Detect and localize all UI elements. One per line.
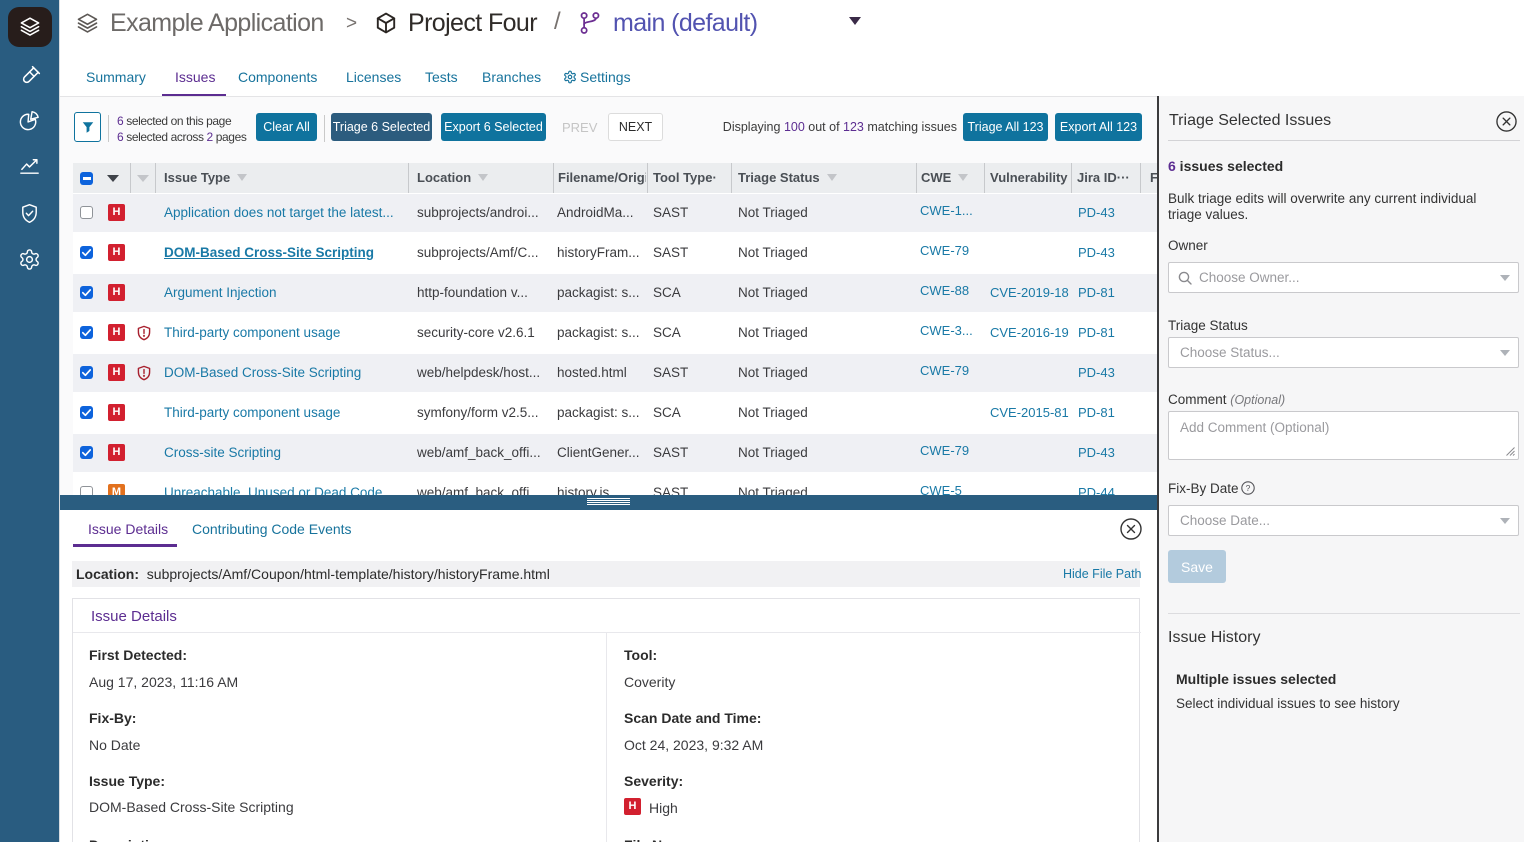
svg-text:?: ?	[1246, 483, 1251, 493]
